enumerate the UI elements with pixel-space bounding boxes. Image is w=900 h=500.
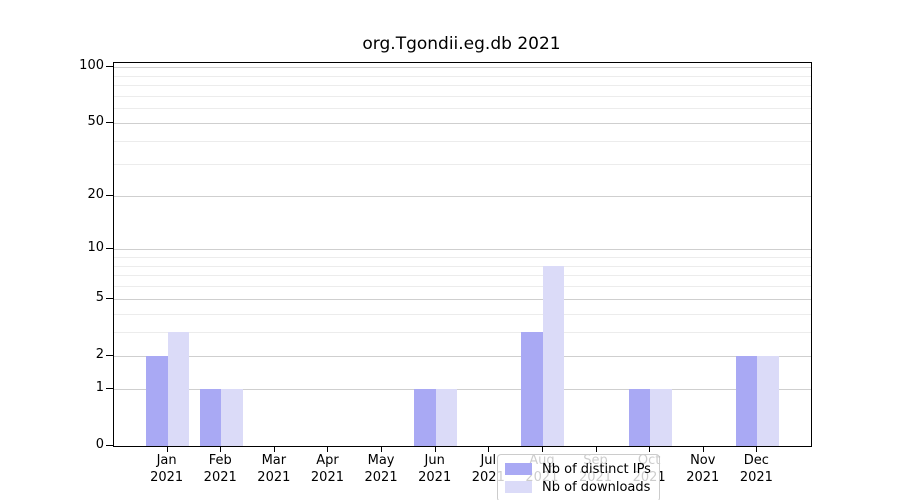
y-tick-label-5: 5 [95, 289, 104, 305]
legend-item-distinct-ips: Nb of distinct IPs [505, 460, 653, 478]
bar-aug-downloads [542, 265, 565, 446]
y-tick-mark-5 [106, 297, 113, 299]
y-tick-mark-100 [106, 65, 113, 67]
x-tick-mark-dec [756, 446, 758, 452]
x-tick-label-feb: Feb 2021 [188, 452, 252, 486]
x-tick-label-may: May 2021 [349, 452, 413, 486]
bar-oct-distinct-ips [628, 389, 651, 446]
x-tick-label-jan: Jan 2021 [135, 452, 199, 486]
x-tick-mark-oct [649, 446, 651, 452]
legend: Nb of distinct IPs Nb of downloads [497, 454, 660, 500]
x-tick-mark-apr [327, 446, 329, 452]
x-tick-label-nov: Nov 2021 [671, 452, 735, 486]
gridline-minor-70 [114, 95, 811, 97]
x-tick-mark-nov [702, 446, 704, 452]
y-tick-mark-0 [106, 445, 113, 446]
x-tick-year: 2021 [203, 470, 237, 485]
x-tick-mark-jan [166, 446, 168, 452]
x-tick-month: Dec [743, 453, 769, 468]
bar-oct-downloads [650, 389, 672, 446]
y-tick-mark-50 [106, 122, 113, 124]
legend-swatch-distinct-ips-icon [505, 463, 532, 475]
legend-label-downloads: Nb of downloads [542, 479, 651, 495]
gridline-minor-6 [114, 286, 811, 288]
bar-dec-downloads [757, 355, 779, 446]
x-tick-mark-jun [434, 446, 436, 452]
y-tick-mark-10 [106, 248, 113, 250]
gridline-minor-4 [114, 313, 811, 315]
y-tick-mark-20 [106, 194, 113, 196]
x-tick-mark-jul [488, 446, 490, 452]
x-tick-year: 2021 [150, 470, 184, 485]
x-tick-year: 2021 [739, 470, 773, 485]
legend-item-downloads: Nb of downloads [505, 478, 653, 496]
y-tick-label-20: 20 [87, 186, 104, 202]
x-tick-mark-feb [220, 446, 222, 452]
x-tick-month: Mar [261, 453, 287, 468]
x-tick-month: Feb [208, 453, 232, 468]
x-tick-year: 2021 [418, 470, 452, 485]
gridline-major-50 [114, 123, 811, 125]
plot-area: Nb of distinct IPs Nb of downloads [113, 62, 812, 500]
gridline-major-20 [114, 195, 811, 197]
x-tick-year: 2021 [364, 470, 398, 485]
x-tick-label-mar: Mar 2021 [242, 452, 306, 486]
x-tick-month: May [367, 453, 395, 468]
x-tick-mark-mar [273, 446, 275, 452]
x-tick-label-apr: Apr 2021 [295, 452, 359, 486]
y-tick-mark-2 [106, 354, 113, 356]
bar-jan-downloads [167, 332, 190, 446]
y-tick-label-1: 1 [95, 380, 104, 396]
x-tick-mark-aug [541, 446, 543, 452]
bar-jan-distinct-ips [146, 355, 168, 446]
gridline-major-2 [114, 355, 811, 357]
gridline-major-100 [114, 66, 811, 68]
legend-label-distinct-ips: Nb of distinct IPs [542, 461, 651, 477]
x-tick-year: 2021 [257, 470, 291, 485]
gridline-minor-90 [114, 75, 811, 77]
y-tick-label-50: 50 [87, 114, 104, 130]
x-tick-month: Nov [690, 453, 716, 468]
chart-title: org.Tgondii.eg.db 2021 [362, 34, 561, 54]
x-tick-month: Jan [156, 453, 177, 468]
x-tick-mark-sep [595, 446, 597, 452]
gridline-minor-7 [114, 275, 811, 277]
x-tick-year: 2021 [310, 470, 344, 485]
y-tick-mark-1 [106, 388, 113, 390]
gridline-minor-60 [114, 108, 811, 110]
bar-aug-distinct-ips [521, 332, 543, 446]
x-tick-label-jun: Jun 2021 [403, 452, 467, 486]
gridline-major-10 [114, 249, 811, 251]
bar-feb-distinct-ips [199, 389, 222, 446]
x-tick-label-dec: Dec 2021 [724, 452, 788, 486]
x-tick-year: 2021 [686, 470, 720, 485]
x-tick-month: Jun [424, 453, 445, 468]
gridline-minor-40 [114, 141, 811, 142]
bar-jun-downloads [435, 389, 458, 446]
gridline-minor-3 [114, 332, 811, 334]
x-tick-year: 2021 [471, 470, 505, 485]
y-tick-label-2: 2 [95, 346, 104, 362]
y-tick-label-10: 10 [87, 240, 104, 256]
gridline-minor-30 [114, 163, 811, 165]
x-tick-label-jul: Jul 2021 [456, 452, 520, 486]
gridline-minor-8 [114, 265, 811, 267]
x-tick-month: Apr [316, 453, 339, 468]
y-tick-label-100: 100 [79, 57, 104, 73]
bar-dec-distinct-ips [735, 355, 758, 446]
y-tick-label-0: 0 [95, 437, 104, 452]
legend-swatch-downloads-icon [505, 481, 532, 493]
gridline-minor-9 [114, 256, 811, 258]
gridline-major-5 [114, 298, 811, 300]
bar-jun-distinct-ips [414, 389, 436, 446]
gridline-minor-80 [114, 85, 811, 87]
x-tick-month: Jul [480, 453, 497, 468]
gridline-major-1 [114, 389, 811, 391]
bar-feb-downloads [221, 389, 243, 446]
x-tick-mark-may [381, 446, 383, 452]
